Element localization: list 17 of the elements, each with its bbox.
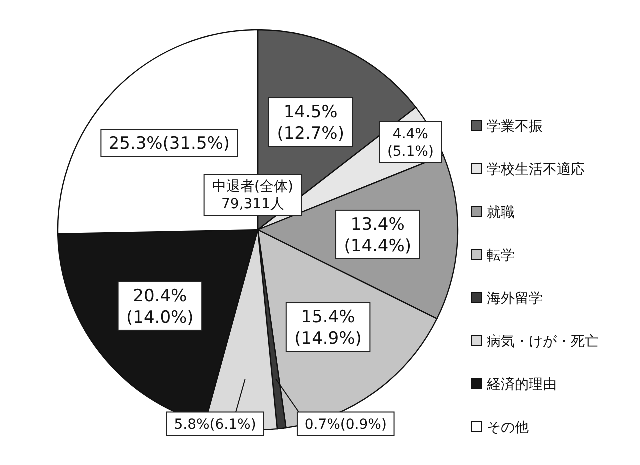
legend-label: 経済的理由 [486,377,557,393]
data-label: 0.7%(0.9%) [304,416,387,433]
legend-label: 海外留学 [487,291,543,307]
text: 中退者(全体) 79,311人 [212,179,294,213]
data-label: 15.4% (14.9%) [294,308,362,349]
data-label: 20.4% (14.0%) [126,286,194,328]
legend-label: 病気・けが・死亡 [487,334,599,350]
data-label: 25.3%(31.5%) [108,134,230,154]
legend-label: 学業不振 [487,119,543,135]
legend-label: 就職 [487,205,515,221]
data-label: 5.8%(6.1%) [174,416,256,433]
legend-label: 学校生活不適応 [487,162,585,178]
data-label: 14.5% (12.7%) [277,102,344,144]
legend-label: 転学 [487,248,515,264]
data-label: 4.4% (5.1%) [387,126,434,160]
data-label: 13.4% (14.4%) [344,215,412,256]
legend-label: その他 [487,420,529,436]
